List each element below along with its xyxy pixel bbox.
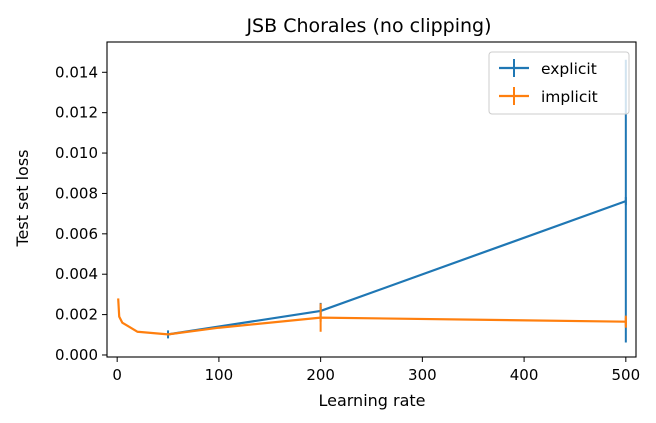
series-line-implicit <box>117 298 626 336</box>
x-tick-label: 200 <box>306 366 335 384</box>
y-axis-ticks: 0.000 0.002 0.004 0.006 0.008 0.010 0.012 0.014 <box>55 63 107 364</box>
legend: explicit implicit <box>488 51 630 115</box>
y-tick-label: 0.012 <box>55 104 98 122</box>
x-tick-label: 500 <box>612 366 641 384</box>
x-tick-label: 100 <box>205 366 234 384</box>
series-layer <box>117 59 627 343</box>
y-tick-label: 0.006 <box>55 225 98 243</box>
y-tick-label: 0.002 <box>55 306 98 324</box>
legend-label-explicit: explicit <box>541 60 597 78</box>
legend-label-implicit: implicit <box>541 88 598 106</box>
y-tick-label: 0.008 <box>55 184 98 202</box>
y-axis-label: Test set loss <box>13 149 32 247</box>
x-tick-label: 400 <box>510 366 539 384</box>
y-tick-label: 0.000 <box>55 346 98 364</box>
y-tick-label: 0.004 <box>55 265 98 283</box>
x-tick-label: 300 <box>408 366 437 384</box>
x-tick-label: 0 <box>112 366 122 384</box>
x-axis-ticks: 0 100 200 300 400 500 <box>112 357 640 384</box>
chart-title: JSB Chorales (no clipping) <box>245 15 491 37</box>
y-tick-label: 0.010 <box>55 144 98 162</box>
plot-frame <box>106 41 637 358</box>
x-axis-label: Learning rate <box>318 391 425 410</box>
y-tick-label: 0.014 <box>55 63 98 81</box>
